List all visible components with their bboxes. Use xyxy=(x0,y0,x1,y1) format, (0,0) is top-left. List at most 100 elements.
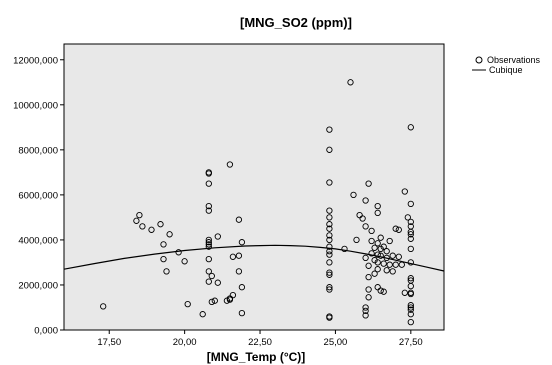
observation-point xyxy=(377,245,384,253)
observation-point xyxy=(326,207,333,214)
observation-point xyxy=(362,197,369,204)
observation-point xyxy=(392,225,399,232)
x-tick-label: 17,50 xyxy=(97,337,121,348)
observation-point xyxy=(326,259,333,266)
observation-point xyxy=(326,284,333,291)
observation-point xyxy=(181,258,188,265)
x-axis-title: [MNG_Temp (°C)] xyxy=(207,350,306,364)
observation-point xyxy=(326,314,333,321)
observation-point xyxy=(205,236,212,244)
observation-point xyxy=(326,236,333,244)
observation-point xyxy=(326,221,333,228)
observation-point xyxy=(229,253,237,260)
observation-point xyxy=(136,211,143,219)
observation-point xyxy=(407,235,414,242)
observation-point xyxy=(362,312,369,319)
observation-point xyxy=(214,279,221,286)
observation-point xyxy=(160,241,167,248)
observation-point xyxy=(326,243,333,250)
observation-point xyxy=(407,290,414,298)
observation-point xyxy=(326,248,333,255)
legend-marker-observations xyxy=(475,56,483,64)
observation-point xyxy=(326,286,333,293)
observation-point xyxy=(208,272,215,280)
observation-point xyxy=(407,302,414,309)
observation-point xyxy=(368,250,375,257)
observation-point xyxy=(326,214,333,221)
observation-points xyxy=(100,79,414,326)
observation-point xyxy=(347,79,354,86)
observation-point xyxy=(374,240,381,247)
observation-point xyxy=(407,282,414,290)
observation-point xyxy=(208,298,215,306)
observation-point xyxy=(401,188,408,195)
observation-point xyxy=(238,284,246,291)
y-tick-label: 2000,000 xyxy=(18,280,58,291)
observation-point xyxy=(362,307,369,315)
observation-point xyxy=(350,191,357,199)
legend: Observations Cubique xyxy=(472,55,541,75)
observation-point xyxy=(383,248,390,255)
observation-point xyxy=(374,259,381,266)
y-tick-label: 6000,000 xyxy=(18,190,58,201)
y-tick-label: 4000,000 xyxy=(18,235,58,246)
observation-point xyxy=(374,266,381,273)
observation-point xyxy=(395,226,402,233)
observation-point xyxy=(205,243,212,250)
observation-point xyxy=(365,180,372,187)
observation-point xyxy=(362,304,369,311)
observation-point xyxy=(374,251,381,258)
y-tick-label: 8000,000 xyxy=(18,145,58,156)
fit-curve-layer xyxy=(63,244,445,272)
observation-point xyxy=(407,124,414,131)
observation-point xyxy=(365,262,372,269)
x-tick-label: 27,50 xyxy=(399,337,423,348)
observation-point xyxy=(401,289,408,296)
observation-point xyxy=(226,161,234,168)
x-tick-label: 25,00 xyxy=(324,337,348,348)
observation-point xyxy=(407,318,414,326)
observation-point xyxy=(407,245,414,253)
observation-point xyxy=(404,214,411,221)
observation-point xyxy=(341,245,348,253)
observation-point xyxy=(205,255,212,263)
observation-point xyxy=(374,202,381,210)
observation-point xyxy=(223,297,231,304)
observation-point xyxy=(235,252,243,259)
observation-point xyxy=(326,126,333,133)
observation-point xyxy=(175,249,182,256)
observation-point xyxy=(407,228,414,236)
x-tick-label: 20,00 xyxy=(173,337,197,348)
observation-point xyxy=(326,225,333,232)
x-axis: 17,50 20,00 22,50 25,00 27,50 xyxy=(97,330,423,348)
observation-point xyxy=(368,227,375,235)
observation-point xyxy=(365,273,372,281)
observation-point xyxy=(365,294,372,301)
observation-point xyxy=(374,209,381,217)
observation-point xyxy=(326,146,333,153)
observation-point xyxy=(395,253,402,260)
observation-point xyxy=(184,300,191,308)
observation-point xyxy=(100,303,107,310)
y-tick-label: 10000,000 xyxy=(13,100,58,111)
observation-point xyxy=(371,270,378,277)
observation-point xyxy=(407,259,414,266)
observation-point xyxy=(407,218,414,226)
observation-point xyxy=(383,254,390,262)
observation-point xyxy=(359,215,366,222)
observation-point xyxy=(398,261,405,268)
observation-point xyxy=(386,237,393,245)
plot-area xyxy=(63,43,445,331)
observation-point xyxy=(235,268,243,275)
observation-point xyxy=(407,311,414,318)
observation-point xyxy=(166,231,173,238)
observation-point xyxy=(392,261,399,268)
observation-point xyxy=(148,226,155,233)
y-tick-label: 12000,000 xyxy=(13,55,58,66)
observation-point xyxy=(326,271,333,278)
observation-point xyxy=(235,216,243,223)
observation-point xyxy=(380,288,387,295)
x-tick-label: 22,50 xyxy=(248,337,272,348)
observation-point xyxy=(389,252,396,259)
